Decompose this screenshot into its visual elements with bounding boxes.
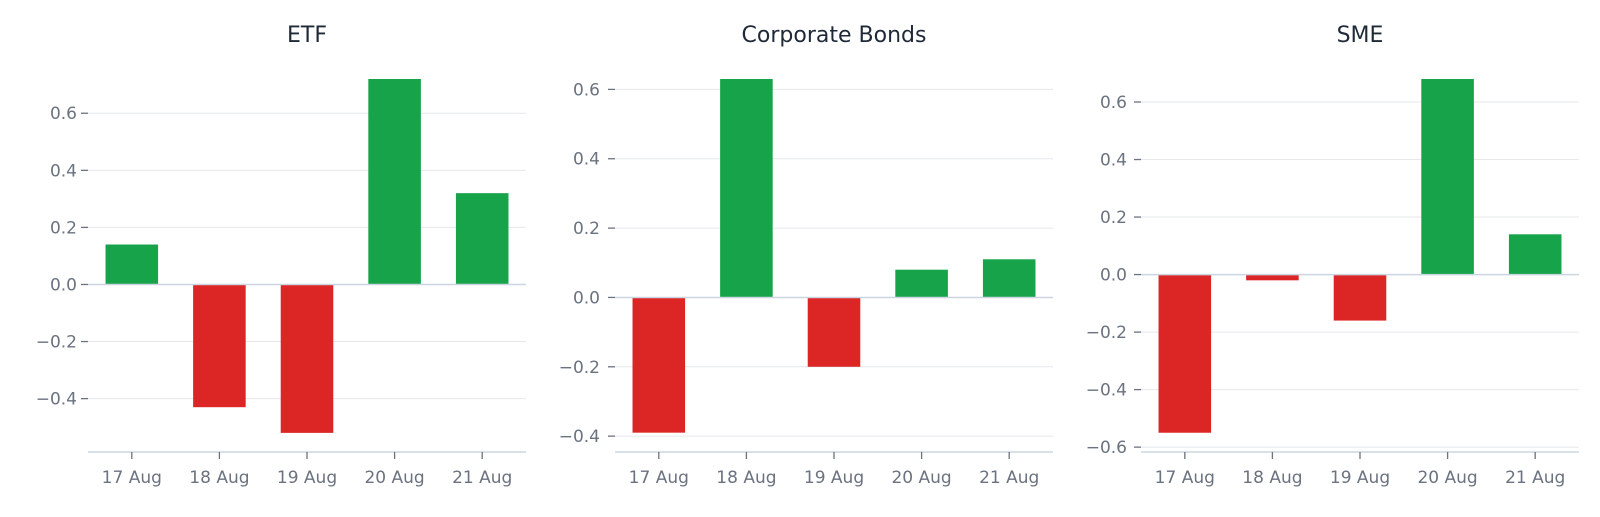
y-tick-label: 0.0: [1100, 266, 1127, 286]
bar-21-aug: [982, 259, 1036, 298]
bar-19-aug: [1333, 274, 1387, 321]
y-tick-label: −0.6: [1086, 438, 1127, 458]
y-tick-label: 0.4: [1100, 151, 1127, 171]
y-tick-label: −0.4: [1086, 381, 1127, 401]
y-tick-label: 0.2: [50, 218, 77, 238]
x-tick-label: 18 Aug: [1242, 468, 1302, 488]
y-tick-label: 0.4: [50, 161, 77, 181]
bar-17-aug: [1158, 274, 1212, 433]
bar-20-aug: [1421, 79, 1474, 275]
bar-20-aug: [368, 79, 421, 285]
x-tick-label: 21 Aug: [452, 468, 512, 488]
x-tick-label: 17 Aug: [102, 468, 162, 488]
chart-title: Corporate Bonds: [742, 23, 927, 48]
y-tick-label: −0.2: [36, 333, 77, 353]
y-tick-label: −0.4: [559, 427, 600, 447]
chart-panel-2: Corporate Bonds −0.4 −0.2 0.0 0.2 0.4 0.6 17 Au…: [559, 23, 1053, 488]
x-tick-label: 18 Aug: [189, 468, 249, 488]
y-tick-label: 0.6: [573, 80, 600, 100]
y-tick-label: 0.0: [50, 275, 77, 295]
chart-panel-3: SME −0.6 −0.4 −0.2 0.0 0.2 0.4 0.6 17 Aug 18 Aug 1…: [1086, 23, 1579, 488]
y-tick-label: 0.6: [50, 104, 77, 124]
bar-17-aug: [105, 244, 159, 285]
y-tick-label: 0.2: [1100, 208, 1127, 228]
bar-21-aug: [455, 193, 509, 285]
chart-panel-1: ETF −0.4 −0.2 0.0 0.2 0.4 0.6 17 Aug 18 Aug 19 Au…: [36, 23, 526, 488]
x-tick-label: 20 Aug: [364, 468, 424, 488]
bar-17-aug: [632, 297, 686, 433]
x-tick-label: 20 Aug: [891, 468, 951, 488]
bar-21-aug: [1508, 234, 1562, 275]
y-tick-label: 0.0: [573, 288, 600, 308]
x-tick-label: 21 Aug: [1505, 468, 1565, 488]
x-tick-label: 21 Aug: [979, 468, 1039, 488]
x-tick-label: 17 Aug: [1155, 468, 1215, 488]
bar-18-aug: [1246, 274, 1299, 281]
x-tick-label: 17 Aug: [629, 468, 689, 488]
bar-20-aug: [895, 269, 948, 298]
y-tick-label: 0.2: [573, 219, 600, 239]
chart-title: SME: [1337, 23, 1384, 48]
x-tick-label: 19 Aug: [1330, 468, 1390, 488]
chart-title: ETF: [287, 23, 327, 48]
bar-18-aug: [720, 79, 773, 298]
bar-19-aug: [280, 284, 334, 433]
y-tick-label: −0.4: [36, 390, 77, 410]
x-tick-label: 19 Aug: [804, 468, 864, 488]
x-tick-label: 19 Aug: [277, 468, 337, 488]
bar-18-aug: [193, 284, 246, 408]
bar-19-aug: [807, 297, 861, 367]
y-tick-label: −0.2: [1086, 323, 1127, 343]
y-tick-label: 0.6: [1100, 93, 1127, 113]
y-tick-label: 0.4: [573, 150, 600, 170]
y-tick-label: −0.2: [559, 358, 600, 378]
x-tick-label: 18 Aug: [716, 468, 776, 488]
x-tick-label: 20 Aug: [1417, 468, 1477, 488]
